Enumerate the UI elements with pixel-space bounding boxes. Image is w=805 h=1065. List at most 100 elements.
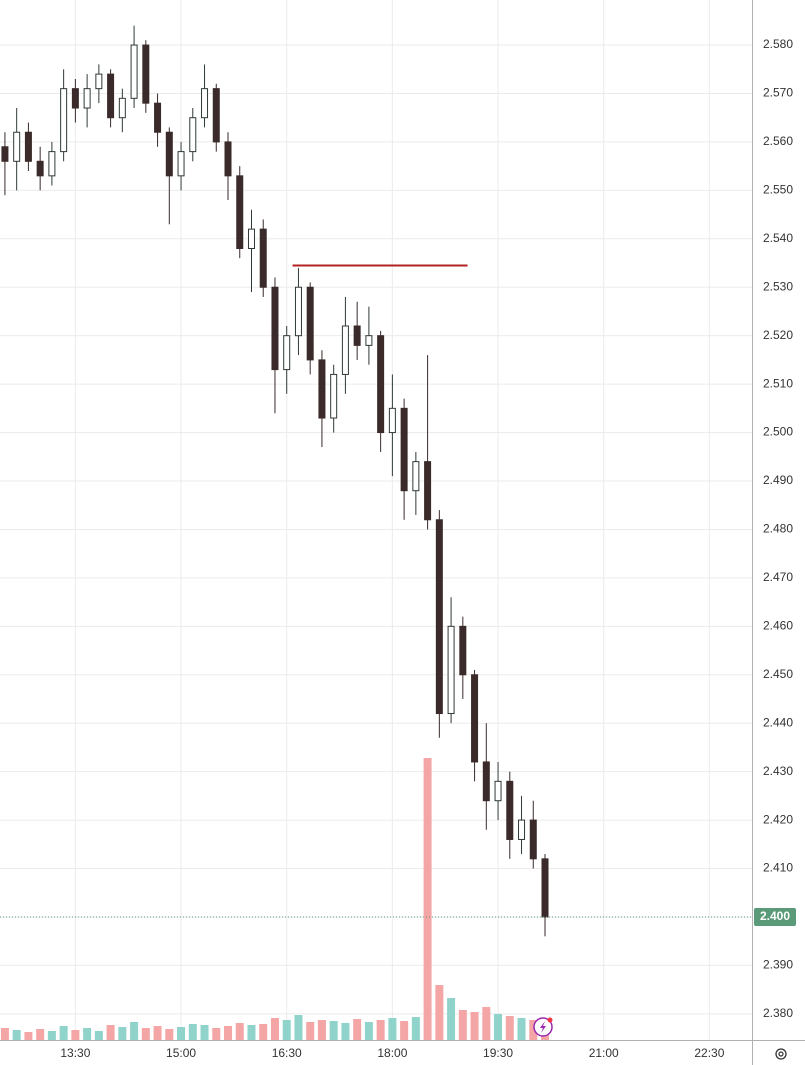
candle-body (224, 141, 232, 177)
volume-bar (400, 1021, 409, 1040)
volume-bar (294, 1015, 303, 1040)
volume-bar (447, 998, 456, 1040)
volume-bar (364, 1022, 373, 1040)
candle-body (494, 780, 502, 802)
volume-bar (36, 1029, 45, 1040)
candle-body (48, 151, 56, 177)
y-tick-label: 2.420 (763, 812, 793, 826)
volume-bar (353, 1019, 362, 1040)
candle-body (435, 519, 443, 715)
y-tick-label: 2.460 (763, 618, 793, 632)
y-tick-label: 2.570 (763, 86, 793, 100)
volume-bar (411, 1017, 420, 1040)
y-tick-label: 2.440 (763, 715, 793, 729)
candle-body (341, 325, 349, 375)
volume-bar (24, 1032, 33, 1040)
candle-body (60, 88, 68, 153)
volume-bar (224, 1026, 233, 1040)
candle-body (365, 335, 373, 346)
last-price-box (754, 907, 796, 926)
y-tick-label: 2.560 (763, 134, 793, 148)
y-tick-label: 2.380 (763, 1006, 793, 1020)
volume-bar (130, 1022, 139, 1040)
y-tick-label: 2.470 (763, 570, 793, 584)
candle-body (259, 228, 267, 288)
y-tick-label: 2.530 (763, 279, 793, 293)
candle-body (271, 286, 279, 371)
candle-body (294, 286, 302, 337)
candle-body (353, 325, 361, 346)
alert-icon[interactable] (533, 1017, 553, 1037)
y-tick-label: 2.510 (763, 376, 793, 390)
candle-body (482, 761, 490, 802)
candle-body (306, 286, 314, 361)
x-tick-label: 22:30 (694, 1046, 724, 1060)
x-tick-label: 18:00 (377, 1046, 407, 1060)
volume-bar (0, 1028, 9, 1040)
last-price-label: 2.400 (760, 909, 790, 923)
candle-body (177, 151, 185, 177)
volume-bar (317, 1020, 326, 1040)
volume-bar (106, 1025, 115, 1040)
y-tick-label: 2.450 (763, 667, 793, 681)
candle-body (165, 131, 173, 177)
volume-bar (247, 1025, 256, 1040)
overlays (0, 264, 752, 918)
y-tick-label: 2.540 (763, 231, 793, 245)
candle-body (1, 146, 9, 162)
volume-bar (376, 1020, 385, 1040)
y-tick-label: 2.580 (763, 37, 793, 51)
candle-body (330, 373, 338, 419)
volume-bar (482, 1007, 491, 1040)
candle-body (130, 44, 138, 99)
x-tick-label: 16:30 (272, 1046, 302, 1060)
candle-body (447, 625, 455, 715)
x-tick-label: 15:00 (166, 1046, 196, 1060)
volume-bar (83, 1028, 92, 1040)
y-tick-label: 2.390 (763, 958, 793, 972)
volume-bar (329, 1021, 338, 1040)
axes: 2.380 2.390 2.400 2.410 2.420 2.430 2.440 2.450… (60, 37, 796, 1060)
volume-bar (282, 1020, 291, 1040)
candle-body (118, 97, 126, 119)
volume-bar (153, 1026, 162, 1040)
volume-bar (177, 1027, 186, 1040)
volume-pane (0, 758, 550, 1040)
candle-body (541, 858, 549, 918)
candle-body (412, 461, 420, 492)
candle-body (13, 131, 21, 162)
candle-body (83, 88, 91, 109)
candle-body (459, 625, 467, 676)
volume-bar (141, 1028, 150, 1040)
volume-bar (165, 1029, 174, 1040)
volume-bar (341, 1023, 350, 1040)
y-tick-label: 2.480 (763, 522, 793, 536)
volume-bar (235, 1023, 244, 1040)
volume-bar (435, 985, 444, 1040)
candle-body (236, 175, 244, 249)
volume-bar (200, 1025, 209, 1040)
grid (0, 0, 752, 1040)
candle-body (388, 407, 396, 434)
volume-bar (505, 1016, 514, 1040)
volume-bar (94, 1031, 103, 1040)
volume-bar (47, 1031, 56, 1040)
settings-icon[interactable] (775, 1048, 787, 1060)
volume-bar (458, 1010, 467, 1040)
candle-body (318, 359, 326, 419)
volume-bar (470, 1012, 479, 1040)
candle-body (71, 88, 79, 109)
candle-body (36, 160, 44, 177)
candle-body (471, 674, 479, 763)
candle-body (189, 117, 197, 153)
candle-body (377, 335, 385, 434)
candle-body (107, 73, 115, 119)
candle-body (142, 44, 150, 104)
candle-body (201, 88, 209, 119)
y-tick-label: 2.550 (763, 183, 793, 197)
candle-body (24, 131, 32, 162)
volume-bar (306, 1022, 315, 1040)
x-tick-label: 21:00 (589, 1046, 619, 1060)
